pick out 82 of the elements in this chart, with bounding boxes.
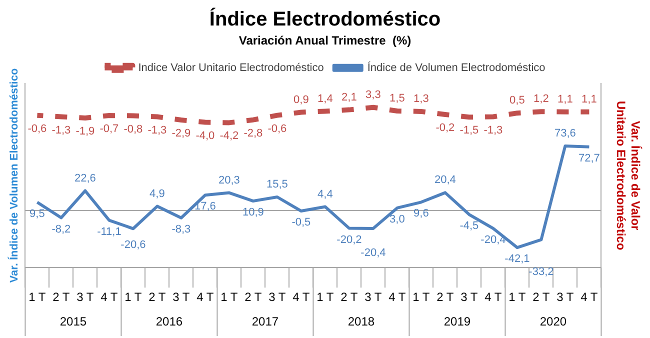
y2-axis-title: Var. Índice de Valor Unitario Electrodoméstico xyxy=(614,100,642,250)
x-tick-label: 1 T xyxy=(316,290,334,304)
x-tick-label: 2 T xyxy=(532,290,550,304)
text: 2016 xyxy=(156,314,183,328)
data-label: -1,3 xyxy=(148,124,167,136)
x-tick-label: 1 T xyxy=(220,290,238,304)
x-tick-label: 1 T xyxy=(124,290,142,304)
data-label: -33,2 xyxy=(528,266,554,278)
data-label: 1,1 xyxy=(558,93,573,106)
data-label: -1,9 xyxy=(76,126,95,138)
data-label: 4,9 xyxy=(150,188,165,200)
data-label: -11,1 xyxy=(97,226,122,238)
data-label: -20,2 xyxy=(336,234,362,246)
data-label: 3,0 xyxy=(390,213,405,226)
x-tick-label: 4 T xyxy=(580,290,598,304)
data-label: -0,8 xyxy=(124,123,143,136)
data-label: -4,0 xyxy=(196,130,215,142)
y-axis-title: Var. Índice de Volumen Electrodoméstico xyxy=(8,68,21,283)
data-label: -42,1 xyxy=(504,253,530,266)
text: 2020 xyxy=(540,314,567,328)
data-label: 3,3 xyxy=(366,88,381,101)
data-label: 1,1 xyxy=(582,93,597,106)
chart-subtitle: Variación Anual Trimestre (%) xyxy=(238,34,412,48)
data-label: 0,5 xyxy=(510,94,525,107)
data-label: -2,8 xyxy=(244,127,263,140)
data-label: -0,6 xyxy=(28,122,47,135)
data-label: -8,3 xyxy=(172,223,191,236)
data-label: 9,6 xyxy=(414,208,429,220)
x-tick-label: 3 T xyxy=(76,290,94,304)
data-label: -2,9 xyxy=(172,128,191,140)
data-label: 1,3 xyxy=(414,92,429,105)
x-tick-label: 1 T xyxy=(508,290,526,304)
x-tick-label: 4 T xyxy=(388,290,406,304)
x-tick-label: 4 T xyxy=(292,290,310,304)
data-label: -20,4 xyxy=(360,246,386,259)
chart-title: Índice Electrodoméstico xyxy=(209,8,441,31)
data-label: 20,4 xyxy=(434,174,456,186)
data-label: 10,9 xyxy=(242,206,264,219)
x-tick-label: 1 T xyxy=(28,290,46,304)
data-label: 73,6 xyxy=(554,128,576,140)
x-tick-label: 3 T xyxy=(460,290,478,304)
x-tick-label: 3 T xyxy=(172,290,190,304)
x-tick-label: 2 T xyxy=(244,290,262,304)
data-label: -1,5 xyxy=(460,124,479,137)
data-label: -1,3 xyxy=(52,124,71,136)
data-label: 1,4 xyxy=(318,92,333,105)
data-label: 22,6 xyxy=(74,172,96,184)
x-tick-label: 4 T xyxy=(100,290,118,304)
x-tick-label: 1 T xyxy=(412,290,430,304)
x-tick-label: 2 T xyxy=(52,290,70,304)
x-tick-label: 2 T xyxy=(340,290,358,304)
legend-label: Índice de Volumen Electrodoméstico xyxy=(367,60,546,74)
text: 2018 xyxy=(348,314,375,328)
x-tick-label: 4 T xyxy=(484,290,502,304)
text: 2019 xyxy=(444,314,471,328)
x-tick-label: 2 T xyxy=(148,290,166,304)
data-label: 0,9 xyxy=(294,94,309,106)
x-tick-label: 3 T xyxy=(556,290,574,304)
text: 2015 xyxy=(60,314,87,328)
x-tick-label: 4 T xyxy=(196,290,214,304)
text: 2017 xyxy=(252,314,279,328)
data-label: -20,6 xyxy=(120,238,146,251)
x-tick-label: 3 T xyxy=(364,290,382,304)
legend-label: Indice Valor Unitario Electrodoméstico xyxy=(138,62,324,74)
data-label: -8,2 xyxy=(52,223,71,236)
data-label: -4,5 xyxy=(460,220,479,232)
data-label: 2,1 xyxy=(342,91,357,104)
data-label: 1,2 xyxy=(534,93,549,106)
data-label: 4,4 xyxy=(318,188,333,200)
data-label: -1,3 xyxy=(484,124,503,136)
data-label: -0,5 xyxy=(292,216,311,229)
x-tick-label: 2 T xyxy=(436,290,454,304)
x-tick-label: 3 T xyxy=(268,290,286,304)
data-label: 20,3 xyxy=(218,174,240,186)
data-label: -0,2 xyxy=(436,122,455,134)
data-label: -0,7 xyxy=(100,123,119,136)
data-label: 9,5 xyxy=(30,208,45,220)
data-label: -0,6 xyxy=(268,122,287,135)
data-label: 1,5 xyxy=(390,92,405,105)
data-label: -4,2 xyxy=(220,130,239,142)
data-label: 72,7 xyxy=(578,152,600,164)
data-label: 15,5 xyxy=(266,178,288,191)
